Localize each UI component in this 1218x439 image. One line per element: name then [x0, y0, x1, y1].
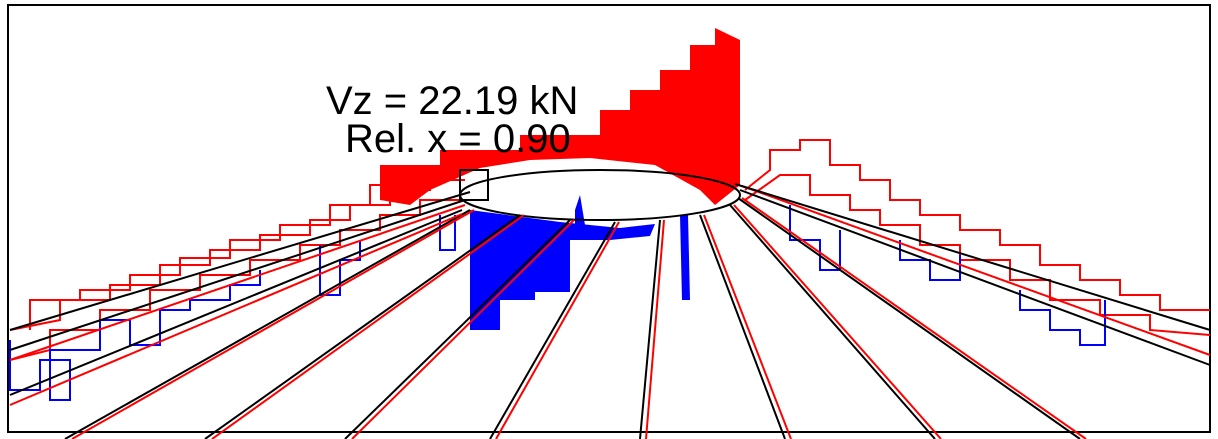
position-label: Rel. x = 0.90 — [345, 117, 571, 161]
viewport: Vz = 22.19 kN Rel. x = 0.90 — [0, 0, 1218, 439]
page: Vz = 22.19 kN Rel. x = 0.90 (() => { con… — [0, 0, 1218, 439]
frame — [8, 5, 1210, 432]
